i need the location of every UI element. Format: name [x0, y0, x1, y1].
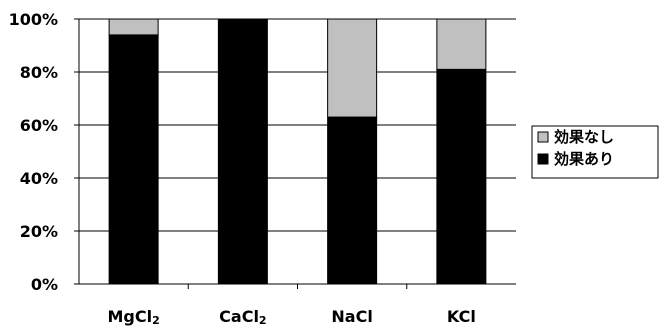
x-category-label: MgCl2 — [107, 307, 159, 327]
bar-segment-effective — [217, 18, 268, 285]
y-tick-label: 40% — [20, 169, 58, 188]
y-tick-label: 20% — [20, 222, 58, 241]
bar-segment-effective — [327, 116, 378, 285]
legend-swatch — [537, 131, 549, 143]
y-tick-label: 0% — [31, 275, 58, 294]
x-category-labels: MgCl2 CaCl2 NaCl KCl — [107, 307, 475, 327]
bar-segment-effective — [108, 34, 159, 285]
bar-segment-not-effective — [108, 18, 159, 36]
bars — [108, 18, 487, 285]
y-tick-label: 60% — [20, 116, 58, 135]
legend-label: 効果なし — [554, 128, 614, 146]
legend-swatch — [537, 153, 549, 165]
y-tick-label: 100% — [9, 10, 58, 29]
bar-segment-not-effective — [327, 18, 378, 118]
axes — [74, 18, 516, 289]
legend-label: 効果あり — [554, 150, 614, 168]
bar-segment-not-effective — [436, 18, 487, 70]
y-tick-label: 80% — [20, 63, 58, 82]
x-category-label: KCl — [447, 307, 476, 326]
bar-segment-effective — [436, 68, 487, 285]
x-category-label: CaCl2 — [219, 307, 266, 327]
x-category-label: NaCl — [331, 307, 372, 326]
y-tick-labels: 0% 20% 40% 60% 80% 100% — [9, 10, 58, 294]
legend-box — [531, 125, 659, 179]
